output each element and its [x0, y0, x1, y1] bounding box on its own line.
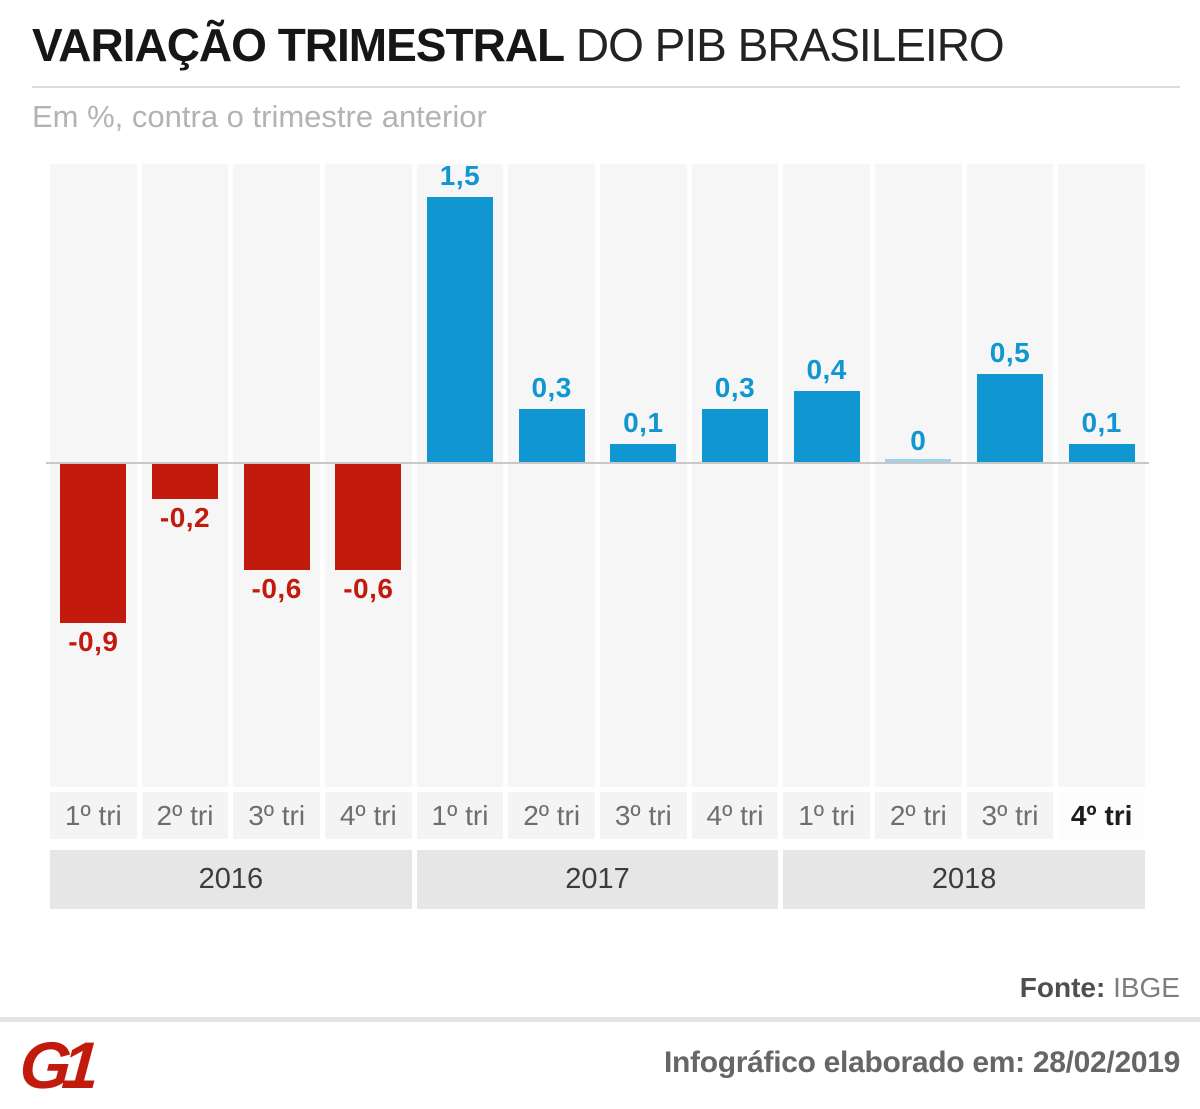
- x-tick-label: 4º tri: [691, 792, 779, 839]
- x-tick-label: 1º tri: [416, 792, 504, 839]
- credit-note: Infográfico elaborado em: 28/02/2019: [663, 1046, 1180, 1079]
- bar-chart: -0,9 -0,2 -0,6 -0,6 1,5 0,3 0,1 0,3 0,4 0 0,5 0,1 1…: [46, 160, 1149, 909]
- chart-column: 0,5: [966, 164, 1054, 787]
- x-tick-label: 2º tri: [874, 792, 962, 839]
- x-tick-label: 1º tri: [783, 792, 870, 839]
- chart-subtitle: Em %, contra o trimestre anterior: [32, 99, 487, 134]
- data-bar: [702, 409, 768, 462]
- data-bar: [60, 464, 127, 624]
- footer-divider: [0, 1017, 1200, 1022]
- year-band: 2017: [416, 850, 779, 909]
- chart-column: -0,6: [324, 164, 412, 787]
- source-value: IBGE: [1105, 972, 1180, 1003]
- x-tick-label: 3º tri: [599, 792, 687, 839]
- chart-column: 0,1: [599, 164, 687, 787]
- chart-column: -0,6: [233, 164, 320, 787]
- title-emphasis: VARIAÇÃO TRIMESTRAL: [32, 19, 565, 71]
- year-band: 2018: [783, 850, 1145, 909]
- chart-plot: -0,9 -0,2 -0,6 -0,6 1,5 0,3 0,1 0,3 0,4 0 0,5 0,1: [46, 160, 1149, 787]
- data-bar: [152, 464, 218, 500]
- bar-value-label: 1,5: [439, 159, 481, 191]
- page-title: VARIAÇÃO TRIMESTRAL DO PIB BRASILEIRO: [32, 16, 1005, 74]
- x-axis-ticks: 1º tri 2º tri 3º tri 4º tri 1º tri 2º tri 3º t…: [50, 792, 1145, 839]
- chart-column: 0: [874, 164, 962, 787]
- year-band: 2016: [50, 850, 412, 909]
- bar-value-label: -0,6: [251, 573, 302, 605]
- data-bar: [610, 444, 677, 462]
- chart-column: -0,9: [50, 164, 137, 787]
- data-bar: [1068, 444, 1135, 462]
- source-label: Fonte:: [1019, 972, 1106, 1003]
- data-bar: [335, 464, 402, 571]
- bar-value-label: -0,9: [68, 626, 119, 658]
- data-bar: [977, 373, 1043, 462]
- x-tick-label: 2º tri: [141, 792, 229, 839]
- zero-baseline: [46, 462, 1149, 464]
- x-tick-label: 3º tri: [966, 792, 1054, 839]
- chart-column: 1,5: [416, 160, 504, 787]
- x-tick-label: 2º tri: [508, 792, 595, 839]
- data-bar: [243, 464, 310, 571]
- data-bar: [427, 196, 493, 462]
- x-tick-label: 1º tri: [50, 792, 137, 839]
- year-groups: 2016 2017 2018: [50, 850, 1145, 909]
- x-tick-label: 3º tri: [233, 792, 320, 839]
- chart-column: 0,1: [1058, 164, 1145, 787]
- bar-value-label: 0: [910, 425, 927, 456]
- data-bar: [885, 459, 952, 462]
- g1-logo: G1: [17, 1028, 93, 1102]
- title-rest: DO PIB BRASILEIRO: [564, 19, 1005, 71]
- bar-value-label: 0,3: [531, 372, 572, 403]
- bar-value-label: -0,6: [343, 573, 394, 605]
- x-tick-label: 4º tri: [324, 792, 412, 839]
- bar-value-label: 0,1: [623, 407, 664, 439]
- bar-value-label: -0,2: [159, 502, 211, 534]
- source-note: Fonte: IBGE: [1020, 972, 1180, 1004]
- chart-column: 0,3: [691, 164, 779, 787]
- chart-column: 0,4: [783, 164, 870, 787]
- x-tick-label: 4º tri: [1058, 792, 1145, 839]
- bar-value-label: 0,4: [806, 354, 847, 386]
- bar-value-label: 0,1: [1081, 407, 1122, 439]
- bar-value-label: 0,3: [714, 372, 756, 403]
- bar-value-label: 0,5: [989, 336, 1031, 368]
- chart-column: 0,3: [508, 164, 595, 787]
- chart-column: -0,2: [141, 164, 229, 787]
- data-bar: [518, 409, 585, 462]
- title-divider: [32, 86, 1180, 88]
- data-bar: [793, 391, 860, 462]
